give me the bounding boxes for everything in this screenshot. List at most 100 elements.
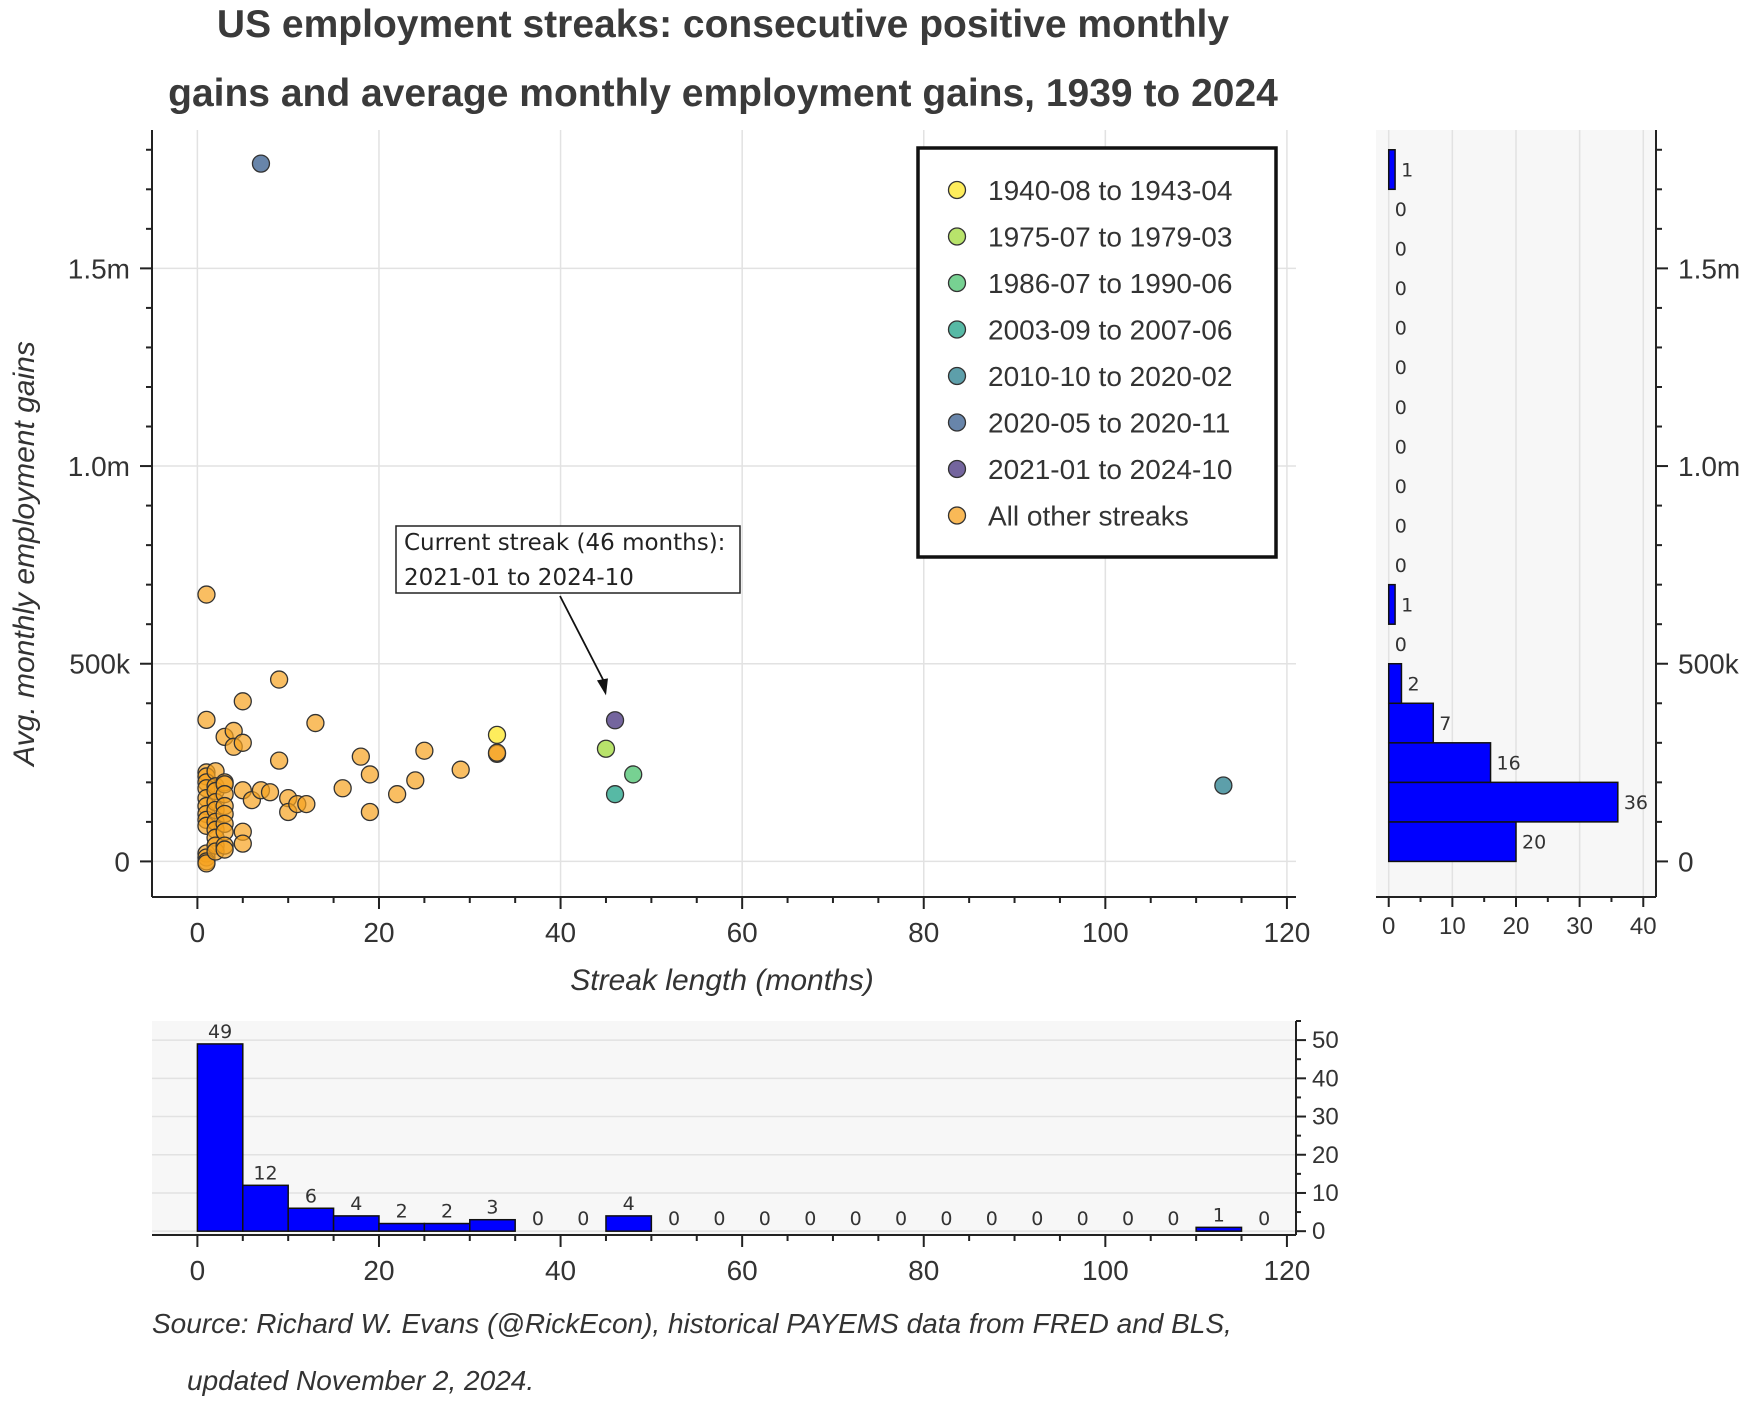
title-line-1: US employment streaks: consecutive posit… <box>217 3 1229 46</box>
chart-title: US employment streaks: consecutive posit… <box>168 3 1278 115</box>
scatter-point <box>406 771 425 790</box>
scatter-point <box>360 802 380 822</box>
y-tick-label: 20 <box>1312 1142 1339 1169</box>
scatter-panel: 0 20 40 60 80 100 120 0 500k 1.0m 1.5m Streak lengt… <box>8 130 1310 997</box>
bar-count-label: 1 <box>1213 1204 1225 1226</box>
annotation: Current streak (46 months): 2021-01 to 20… <box>395 525 741 696</box>
bar-count-label: 0 <box>1167 1208 1179 1230</box>
x-tick-label: 120 <box>1264 917 1311 948</box>
scatter-point <box>197 585 216 604</box>
scatter-point <box>233 834 252 853</box>
histogram-bar <box>1387 821 1517 863</box>
x-tick-label: 40 <box>1630 913 1657 940</box>
scatter-point <box>351 747 370 766</box>
scatter-series <box>1214 776 1233 795</box>
y-tick-label: 1.0m <box>1678 451 1740 482</box>
bar-count-label: 0 <box>1395 318 1407 340</box>
scatter-point <box>297 794 316 814</box>
scatter-point <box>605 785 625 804</box>
histogram-bar <box>1387 742 1492 784</box>
legend-label: 2010-10 to 2020-02 <box>988 361 1232 392</box>
scatter-point <box>269 670 289 689</box>
legend-label: 2003-09 to 2007-06 <box>988 315 1232 346</box>
legend-label: 2021-01 to 2024-10 <box>988 454 1232 485</box>
bar-count-label: 0 <box>1031 1208 1043 1230</box>
bar-count-label: 0 <box>759 1208 771 1230</box>
x-tick-label: 0 <box>1382 913 1395 940</box>
bar-count-label: 2 <box>1407 674 1419 696</box>
x-tick-label: 0 <box>190 1255 206 1286</box>
histogram-bar <box>1387 781 1619 823</box>
scatter-point <box>624 765 643 784</box>
scatter-point <box>415 741 434 760</box>
histogram-bar <box>1195 1226 1243 1232</box>
histogram-bar <box>469 1218 516 1232</box>
bar-count-label: 4 <box>350 1193 362 1215</box>
scatter-point <box>215 840 234 859</box>
bar-count-label: 12 <box>253 1162 277 1184</box>
bar-count-label: 6 <box>305 1185 317 1207</box>
y-tick-label: 1.5m <box>68 253 130 284</box>
x-tick-label: 40 <box>545 1255 576 1286</box>
y-tick-label: 1.5m <box>1678 253 1740 284</box>
histogram-bar <box>1387 662 1403 705</box>
histogram-bar <box>242 1184 289 1232</box>
x-tick-label: 20 <box>363 917 394 948</box>
legend: 1940-08 to 1943-04 1975-07 to 1979-03 1986… <box>916 146 1278 559</box>
bar-count-label: 0 <box>1395 476 1407 498</box>
title-line-2: gains and average monthly employment gai… <box>168 72 1278 115</box>
source-note: Source: Richard W. Evans (@RickEcon), hi… <box>152 1308 1232 1396</box>
bar-count-label: 20 <box>1522 832 1546 854</box>
x-tick-label: 40 <box>545 917 576 948</box>
scatter-series <box>251 154 271 173</box>
scatter-point <box>333 779 352 798</box>
legend-marker <box>947 366 967 386</box>
legend-box <box>916 146 1278 559</box>
scatter-point <box>605 711 625 730</box>
y-tick-label: 0 <box>1678 846 1694 877</box>
bar-count-label: 49 <box>208 1021 232 1043</box>
x-axis-label: Streak length (months) <box>570 964 873 997</box>
bar-count-label: 0 <box>1395 239 1407 261</box>
histogram-bar <box>196 1043 244 1232</box>
bar-count-label: 0 <box>713 1208 725 1230</box>
scatter-point <box>233 733 252 752</box>
scatter-point <box>451 760 470 779</box>
x-tick-label: 60 <box>727 917 758 948</box>
bar-count-label: 0 <box>1395 515 1407 537</box>
scatter-series <box>605 785 625 804</box>
bar-count-label: 0 <box>1395 357 1407 379</box>
x-tick-label: 20 <box>363 1255 394 1286</box>
bar-count-label: 7 <box>1439 713 1451 735</box>
bar-count-label: 0 <box>895 1208 907 1230</box>
scatter-point <box>260 783 280 802</box>
legend-marker <box>947 413 967 432</box>
y-tick-label: 500k <box>1678 649 1740 680</box>
source-line-2: updated November 2, 2024. <box>187 1365 534 1396</box>
bar-count-label: 0 <box>1258 1208 1270 1230</box>
y-tick-label: 10 <box>1312 1180 1339 1207</box>
bar-count-label: 4 <box>623 1193 635 1215</box>
x-tick-label: 0 <box>190 917 206 948</box>
annotation-box <box>395 525 741 594</box>
histogram-bar <box>378 1222 426 1232</box>
scatter-point <box>251 154 271 173</box>
scatter-point <box>1214 776 1233 795</box>
bar-count-label: 2 <box>396 1201 408 1223</box>
x-tick-label: 60 <box>727 1255 758 1286</box>
y-tick-label: 50 <box>1312 1027 1339 1054</box>
x-tick-label: 120 <box>1264 1255 1311 1286</box>
y-tick-label: 0 <box>1312 1218 1325 1245</box>
scatter-point <box>233 692 252 711</box>
annotation-arrow <box>559 595 606 684</box>
bar-count-label: 0 <box>1395 397 1407 419</box>
scatter-series <box>596 739 616 758</box>
histogram-bar <box>1387 583 1396 625</box>
bar-count-label: 0 <box>532 1208 544 1230</box>
scatter-point <box>387 785 407 804</box>
x-tick-label: 100 <box>1082 917 1129 948</box>
legend-label: 1975-07 to 1979-03 <box>988 222 1232 253</box>
legend-marker <box>947 227 967 246</box>
x-tick-label: 10 <box>1439 913 1466 940</box>
